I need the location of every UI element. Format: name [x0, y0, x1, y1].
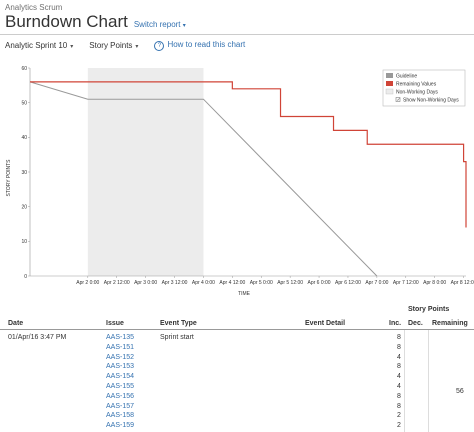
check-icon: ✓	[397, 97, 401, 102]
inc-value: 8	[397, 343, 401, 351]
inc-value: 8	[397, 392, 401, 400]
x-axis-label: TIME	[238, 291, 251, 297]
non-working-band	[87, 68, 204, 276]
y-tick-label: 50	[21, 100, 27, 106]
inc-value: 2	[397, 422, 401, 430]
col-inc: Inc.	[389, 320, 402, 327]
x-tick-label: Apr 2 12:00	[104, 280, 130, 286]
table-header-divider	[0, 329, 474, 330]
legend-show-nonworking: Show Non-Working Days	[403, 98, 459, 104]
x-tick-label: Apr 6 0:00	[308, 280, 331, 286]
story-points-group-header: Story Points	[408, 306, 450, 313]
remaining-value: 56	[456, 388, 464, 395]
x-tick-label: Apr 7 0:00	[365, 280, 388, 286]
remaining-series	[30, 81, 467, 228]
switch-report-label: Switch report	[133, 20, 181, 29]
y-tick-label: 10	[21, 239, 27, 245]
question-icon: ?	[154, 41, 165, 51]
help-link-label: How to read this chart	[167, 40, 246, 49]
estimate-label: Story Points	[89, 41, 133, 50]
x-tick-label: Apr 4 0:00	[192, 280, 215, 286]
y-tick-label: 30	[21, 170, 27, 176]
issue-link[interactable]: AAS-152	[106, 353, 135, 361]
chevron-down-icon: ▾	[70, 44, 74, 50]
legend-nonworking: Non-Working Days	[396, 90, 438, 96]
column-divider	[428, 330, 429, 432]
guideline-series	[29, 81, 378, 277]
x-tick-label: Apr 8 12:00	[451, 280, 474, 286]
col-issue: Issue	[106, 320, 124, 327]
x-tick-label: Apr 4 12:00	[219, 280, 245, 286]
x-tick-label: Apr 5 12:00	[277, 280, 303, 286]
y-tick-label: 60	[21, 66, 27, 72]
legend-remaining: Remaining Values	[396, 82, 437, 88]
legend-remaining-swatch	[386, 81, 393, 86]
show-nonworking-checkbox[interactable]	[395, 97, 401, 102]
issue-link[interactable]: AAS-159	[106, 422, 135, 430]
issue-link[interactable]: AAS-156	[106, 392, 135, 400]
col-dec: Dec.	[408, 320, 423, 327]
x-tick-label: Apr 5 0:00	[250, 280, 273, 286]
issue-link[interactable]: AAS-135	[106, 334, 135, 341]
inc-value: 2	[397, 412, 401, 420]
y-tick-label: 0	[24, 274, 27, 280]
column-divider	[404, 330, 405, 432]
col-remaining: Remaining	[432, 320, 468, 327]
issue-link[interactable]: AAS-151	[106, 343, 135, 351]
breadcrumb[interactable]: Analytics Scrum	[5, 3, 63, 12]
header-divider	[0, 34, 474, 35]
burndown-chart: 0 10 20 30 40 50 60 Apr 2 0:00 Apr 2 12:00 Apr 3 …	[6, 66, 474, 297]
legend-guideline: Guideline	[396, 74, 417, 80]
y-tick-label: 20	[21, 204, 27, 210]
y-axis-label: STORY POINTS	[6, 159, 12, 197]
col-event-detail: Event Detail	[305, 320, 346, 327]
x-tick-label: Apr 2 0:00	[76, 280, 99, 286]
x-tick-label: Apr 3 0:00	[134, 280, 157, 286]
event-type: Sprint start	[160, 334, 194, 341]
inc-value: 4	[397, 383, 401, 390]
legend-guideline-swatch	[386, 73, 393, 78]
estimate-dropdown[interactable]: Story Points ▾	[89, 41, 138, 50]
inc-value: 4	[397, 373, 401, 381]
issue-link[interactable]: AAS-158	[106, 412, 135, 420]
help-link[interactable]: ? How to read this chart	[154, 40, 245, 51]
y-tick-label: 40	[21, 135, 27, 141]
inc-value: 8	[397, 363, 401, 371]
x-tick-label: Apr 8 0:00	[423, 280, 446, 286]
issue-link[interactable]: AAS-157	[106, 402, 135, 410]
event-date: 01/Apr/16 3:47 PM	[8, 334, 67, 341]
col-event-type: Event Type	[160, 320, 197, 327]
inc-value: 4	[397, 353, 401, 361]
inc-value: 8	[397, 402, 401, 410]
x-tick-label: Apr 6 12:00	[335, 280, 361, 286]
issue-link[interactable]: AAS-153	[106, 363, 135, 371]
chart-legend: Guideline Remaining Values Non-Working D…	[382, 69, 466, 107]
issue-link[interactable]: AAS-154	[106, 373, 135, 381]
chevron-down-icon: ▾	[135, 44, 139, 50]
chevron-down-icon: ▾	[182, 23, 186, 29]
col-date: Date	[8, 320, 24, 327]
switch-report-dropdown[interactable]: Switch report ▾	[134, 20, 186, 29]
page-title: Burndown Chart	[5, 12, 128, 31]
sprint-label: Analytic Sprint 10	[5, 41, 68, 50]
legend-nonworking-swatch	[385, 88, 394, 95]
issue-link[interactable]: AAS-155	[106, 383, 135, 390]
sprint-dropdown[interactable]: Analytic Sprint 10 ▾	[5, 41, 73, 50]
inc-value: 8	[397, 334, 401, 341]
x-tick-label: Apr 7 12:00	[393, 280, 419, 286]
x-tick-label: Apr 3 12:00	[162, 280, 188, 286]
toolbar: Analytic Sprint 10 ▾ Story Points ▾ ? How t…	[5, 40, 245, 51]
